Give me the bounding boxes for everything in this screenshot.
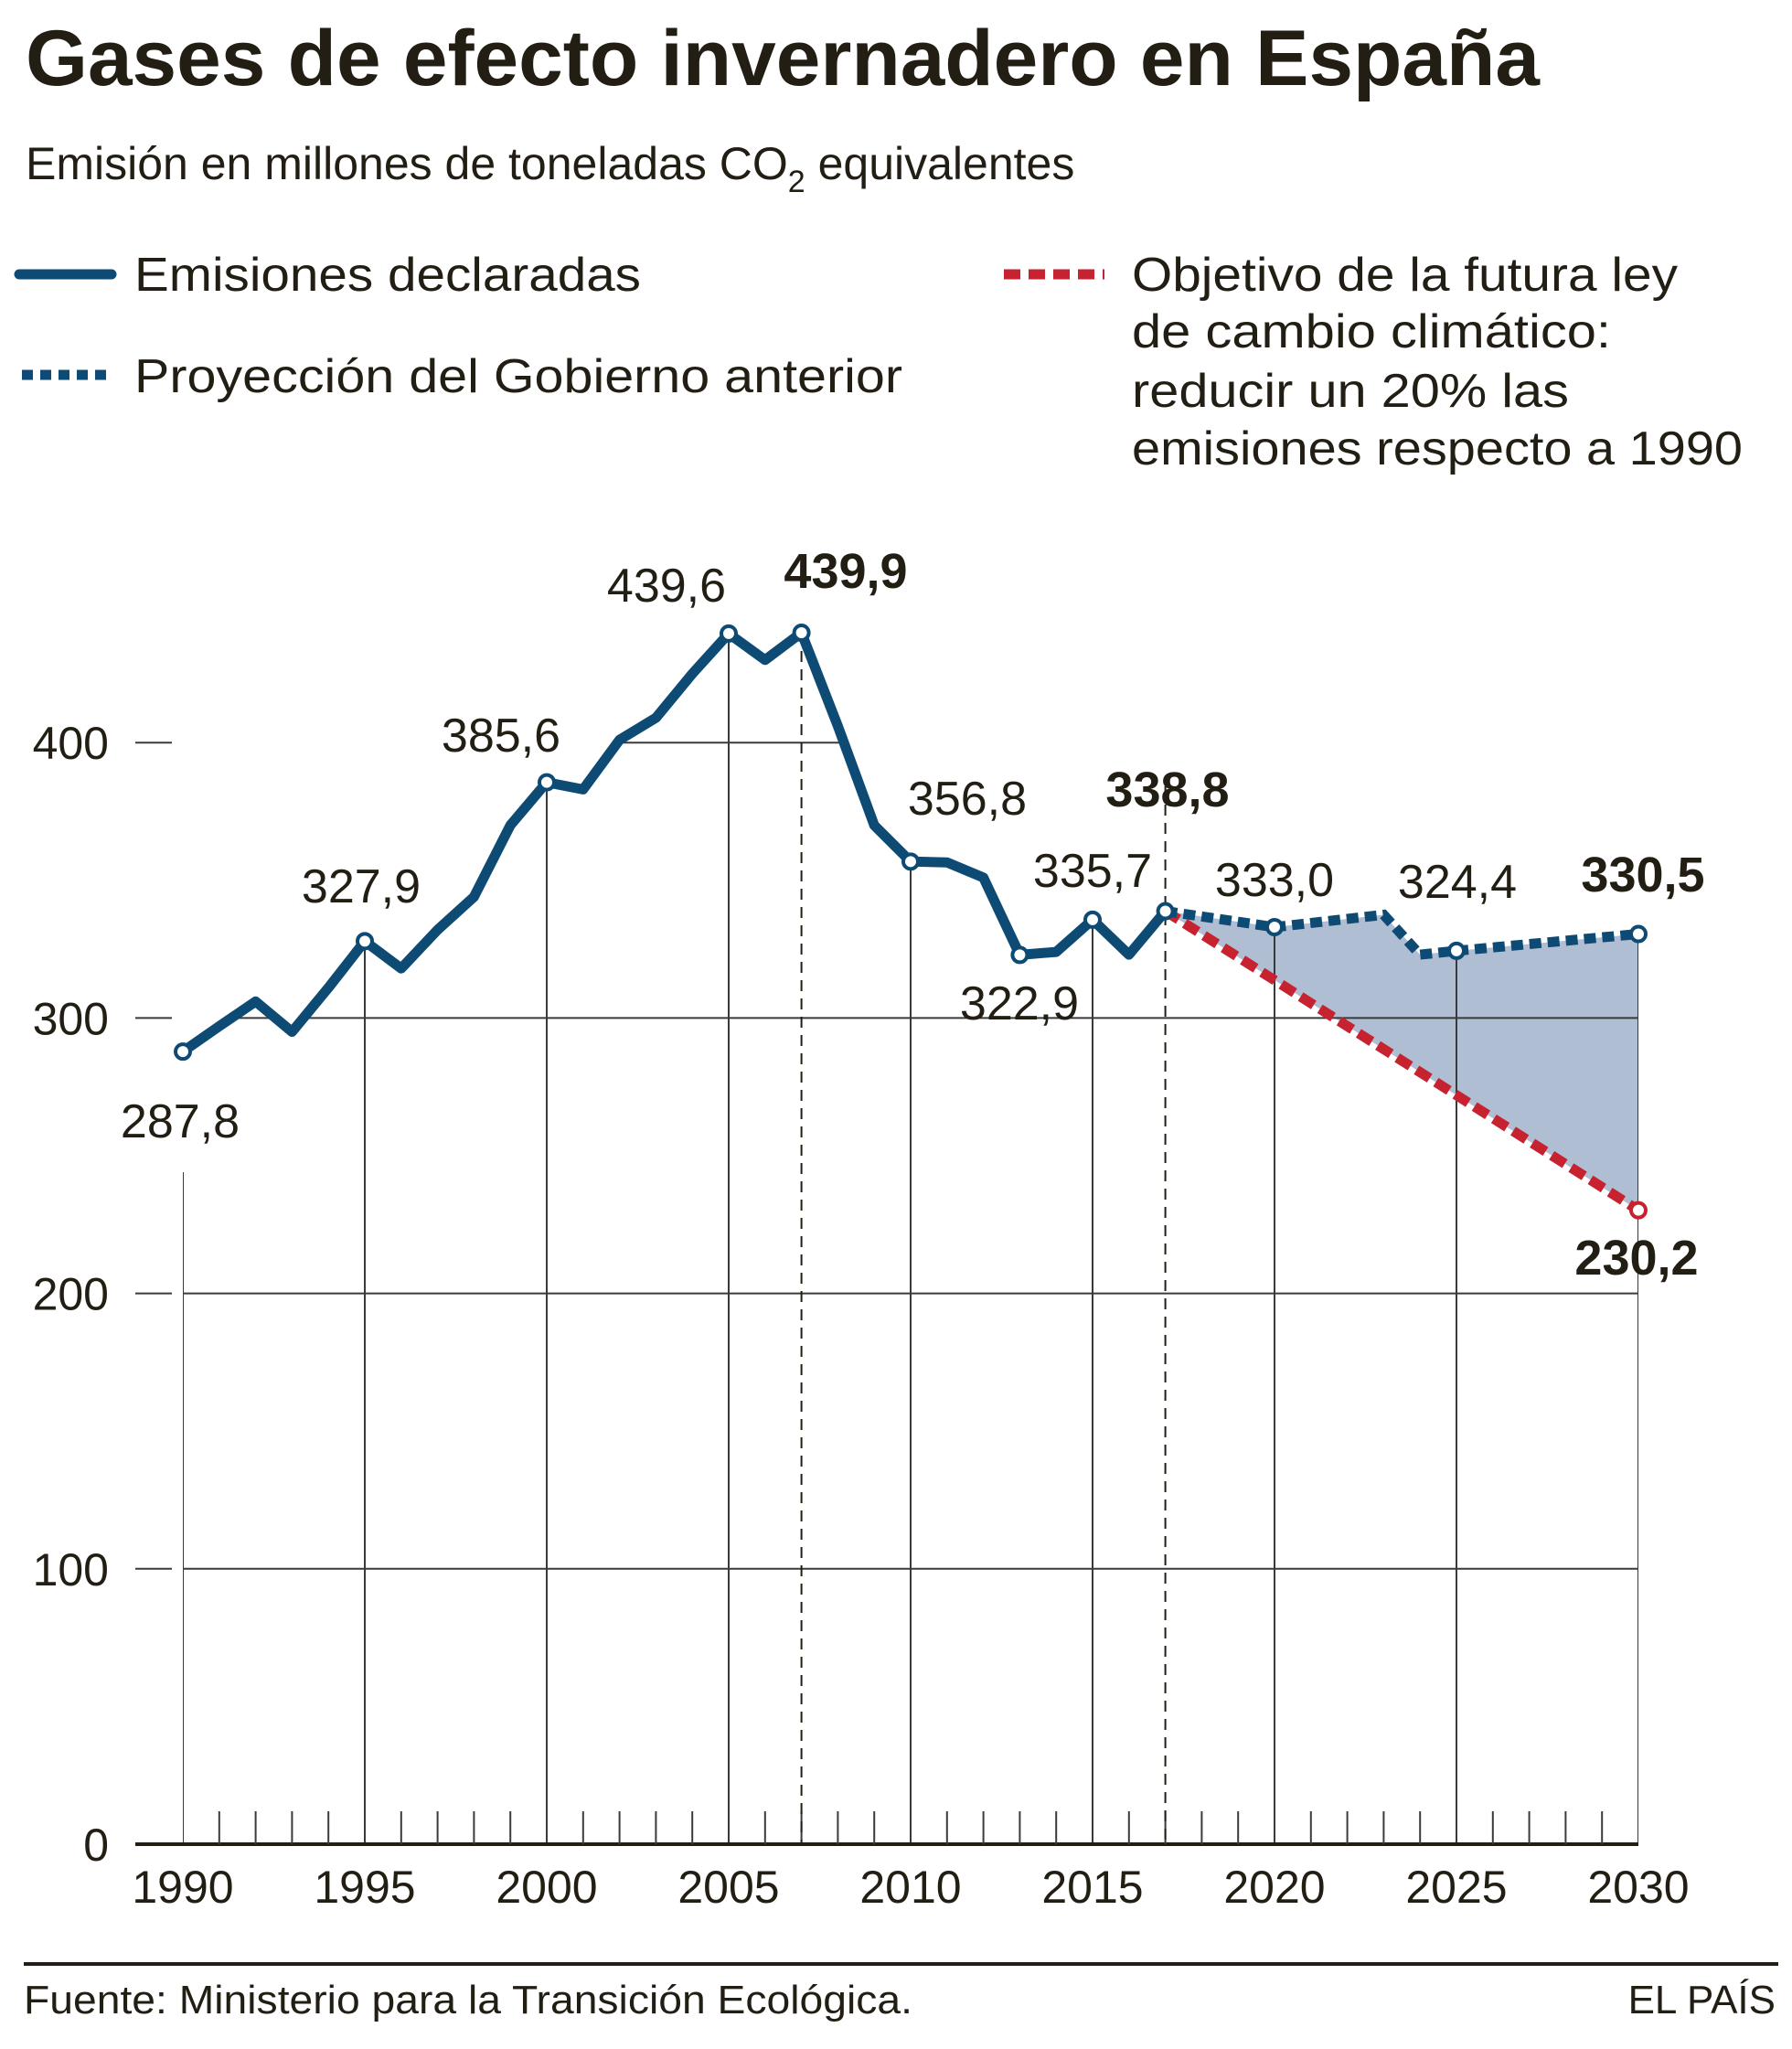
y-tick-label-400: 400 [33, 718, 109, 769]
source-note: Fuente: Ministerio para la Transición Ec… [24, 1978, 912, 2022]
data-label: 439,6 [607, 560, 726, 613]
target-line [1162, 906, 1641, 1215]
data-point-1990-0 [174, 1042, 192, 1062]
data-label: 324,4 [1398, 856, 1517, 909]
data-label: 322,9 [960, 977, 1079, 1030]
data-point-2000-2 [538, 773, 556, 792]
projection-line [1164, 906, 1639, 960]
data-label: 333,0 [1215, 854, 1334, 907]
data-label: 330,5 [1581, 848, 1704, 902]
x-tick-label-2020: 2020 [1223, 1862, 1325, 1913]
data-label: 335,7 [1033, 845, 1152, 898]
x-tick-label-2025: 2025 [1405, 1862, 1507, 1913]
data-label: 385,6 [442, 710, 560, 763]
legend-label-projection: Proyección del Gobierno anterior [134, 350, 902, 403]
x-tick-label-2030: 2030 [1587, 1862, 1689, 1913]
data-point-2007-4 [792, 624, 811, 643]
legend-label-target-4: emisiones respecto a 1990 [1132, 422, 1743, 475]
y-tick-label-200: 200 [33, 1269, 109, 1320]
data-point-1995-1 [356, 932, 374, 951]
data-point-2005-3 [720, 624, 738, 643]
data-point-2017-8 [1156, 902, 1175, 921]
x-tick-label-1995: 1995 [314, 1862, 415, 1913]
data-label: 356,8 [908, 773, 1027, 826]
data-label: 287,8 [121, 1095, 240, 1148]
x-tick-label-1990: 1990 [132, 1862, 233, 1913]
data-label: 338,8 [1105, 763, 1229, 817]
data-point-2010-5 [901, 852, 920, 871]
x-tick-label-2010: 2010 [859, 1862, 961, 1913]
brand-logo: EL PAÍS [1628, 1978, 1776, 2022]
subtitle-subscript: 2 [788, 165, 805, 199]
chart-subtitle: Emisión en millones de toneladas CO2 equ… [26, 138, 1074, 199]
subtitle-tail: equivalentes [805, 138, 1075, 189]
legend-label-declared: Emisiones declaradas [134, 249, 641, 302]
y-tick-label-300: 300 [33, 993, 109, 1044]
y-tick-label-0: 0 [83, 1820, 109, 1871]
x-tick-label-2005: 2005 [677, 1862, 779, 1913]
data-point-2015-7 [1083, 910, 1102, 929]
data-point-2030-12 [1629, 1201, 1648, 1220]
data-point-2020-9 [1265, 918, 1284, 937]
x-tick-label-2000: 2000 [496, 1862, 597, 1913]
chart-title: Gases de efecto invernadero en España [26, 15, 1541, 102]
declared-line [179, 627, 1169, 1056]
legend-label-target-3: reducir un 20% las [1132, 365, 1569, 418]
legend-label-target-1: Objetivo de la futura ley [1132, 249, 1678, 302]
x-tick-label-2015: 2015 [1041, 1862, 1143, 1913]
legend-label-target-2: de cambio climático: [1132, 305, 1611, 358]
legend: Emisiones declaradas Proyección del Gobi… [14, 249, 1743, 475]
data-point-2025-10 [1447, 941, 1466, 960]
data-label: 230,2 [1574, 1231, 1698, 1286]
data-point-2013-6 [1010, 945, 1029, 965]
y-tick-label-100: 100 [33, 1544, 109, 1595]
data-label: 327,9 [302, 860, 421, 913]
subtitle-main: Emisión en millones de toneladas CO [26, 138, 788, 189]
data-label: 439,9 [784, 544, 907, 599]
data-point-2030-11 [1629, 924, 1648, 944]
